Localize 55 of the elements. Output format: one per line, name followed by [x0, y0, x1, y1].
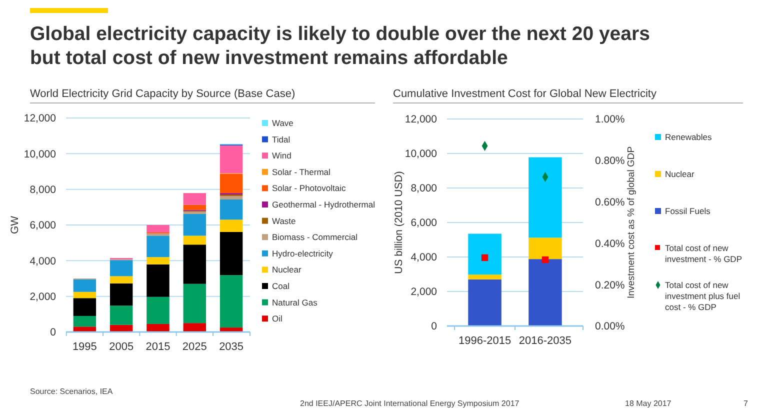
x-tick-label: 1995 — [72, 341, 97, 353]
legend-label: Nuclear — [665, 169, 694, 179]
legend-label: Coal — [272, 281, 290, 291]
legend-label: Solar - Thermal — [272, 166, 331, 177]
y-tick-label: 8,000 — [30, 184, 56, 196]
chart-title: Cumulative Investment Cost for Global New Electricity — [393, 88, 657, 100]
x-tick-label: 1996-2015 — [458, 335, 512, 347]
y-axis-title: GW — [9, 216, 21, 234]
x-tick-label: 2016-2035 — [518, 335, 572, 347]
text: 7 — [744, 399, 749, 408]
y-tick-label: 10,000 — [404, 148, 438, 160]
y2-tick-label: 0.00% — [595, 320, 625, 333]
y2-axis-title: Investment cost as % of global GDP — [626, 146, 637, 299]
chart-subtitle: World Electricity Grid Capacity by Source (Base Case) — [30, 88, 296, 100]
legend-label: Tidal — [272, 134, 290, 144]
legend-label: Wave — [272, 118, 294, 128]
legend-label: Biomass - Commercial — [272, 232, 358, 242]
y-tick-label: 4,000 — [30, 255, 56, 268]
y2-tick-label: 0.60% — [595, 196, 625, 208]
y-axis-title: US billion (2010 USD) — [393, 171, 405, 274]
source-note: Source: Scenarios, IEA — [30, 387, 114, 396]
y2-tick-label: 1.00% — [595, 114, 625, 126]
text: 18 May 2017 — [625, 399, 672, 408]
y2-tick-label: 0.40% — [595, 238, 625, 250]
x-tick-label: 2015 — [146, 341, 170, 353]
legend-label: Fossil Fuels — [665, 206, 710, 216]
y-tick-label: 8,000 — [410, 182, 438, 195]
y-tick-label: 6,000 — [30, 220, 56, 232]
y-tick-label: 0 — [50, 326, 56, 339]
legend-label: Hydro-electricity — [272, 248, 334, 258]
y-tick-label: 12,000 — [24, 112, 56, 125]
legend-label: Wind — [272, 150, 292, 161]
legend-label: Renewables — [665, 132, 712, 142]
text: 2nd IEEJ/APERC Joint International Energy Symposium 2017 — [300, 399, 520, 408]
y-tick-label: 12,000 — [404, 114, 438, 126]
y-tick-label: 6,000 — [410, 217, 438, 230]
y-tick-label: 2,000 — [30, 291, 56, 304]
legend-label: Nuclear — [272, 264, 302, 275]
legend-label: Natural Gas — [272, 297, 318, 308]
y-tick-label: 2,000 — [410, 286, 438, 298]
y-tick-label: 0 — [431, 320, 438, 333]
legend-label: Solar - Photovoltaic — [272, 183, 346, 194]
x-tick-label: 2035 — [219, 341, 244, 353]
x-tick-label: 2005 — [109, 341, 134, 353]
y-tick-label: 10,000 — [24, 148, 56, 160]
text: Global electricity capacity is likely to double over the next 20 years but total cost of new investment remains affordable — [30, 23, 650, 69]
legend-label: Waste — [272, 216, 296, 226]
x-tick-label: 2025 — [182, 341, 207, 353]
y2-tick-label: 0.80% — [595, 155, 625, 168]
legend-label: Total cost of new investment - % GDP — [665, 243, 742, 264]
legend-label: Total cost of new investment plus fuel cost - % GDP — [665, 280, 740, 312]
legend-label: Oil — [272, 314, 282, 324]
legend-label: Geothermal - Hydrothermal — [272, 200, 376, 210]
y2-tick-label: 0.20% — [595, 279, 625, 292]
y-tick-label: 4,000 — [410, 252, 438, 264]
